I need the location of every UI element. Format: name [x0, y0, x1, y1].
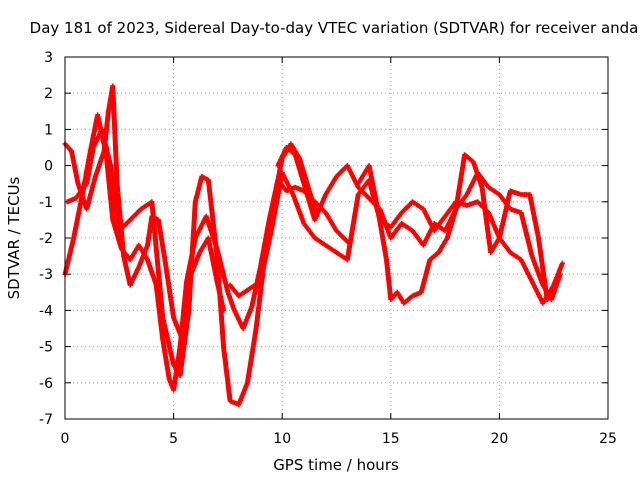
y-tick-label: -3 [39, 267, 53, 283]
series-1-trace [62, 83, 227, 342]
y-tick-label: 3 [44, 50, 53, 66]
y-tick-label: -2 [39, 231, 53, 247]
x-tick-label: 10 [273, 431, 291, 447]
y-tick-label: -4 [39, 303, 53, 319]
plot-frame [64, 56, 609, 420]
x-tick-label: 0 [61, 431, 70, 447]
x-tick-label: 5 [169, 431, 178, 447]
y-tick-label: 2 [44, 86, 53, 102]
series-2-trace [64, 126, 320, 407]
y-axis-label: SDTVAR / TECUs [5, 176, 23, 299]
y-tick-label: -6 [39, 376, 53, 392]
y-tick-label: 0 [44, 159, 53, 175]
x-tick-label: 15 [382, 431, 400, 447]
y-tick-label: -5 [39, 340, 53, 356]
y-tick-labels: -7 -6 -5 -4 -3 -2 -1 0 1 2 3 [39, 50, 53, 428]
series-5-trace [355, 152, 559, 306]
gridlines [65, 57, 608, 419]
chart-title: Day 181 of 2023, Sidereal Day-to-day VTE… [30, 19, 639, 37]
series-4-trace [275, 145, 563, 302]
y-tick-label: -1 [39, 195, 53, 211]
x-tick-label: 25 [599, 431, 617, 447]
x-tick-labels: 0 5 10 15 20 25 [61, 431, 617, 447]
y-tick-label: -7 [39, 412, 53, 428]
y-tick-label: 1 [44, 122, 53, 138]
data-traces [62, 83, 565, 407]
x-axis-label: GPS time / hours [273, 456, 399, 474]
x-tick-label: 20 [490, 431, 508, 447]
